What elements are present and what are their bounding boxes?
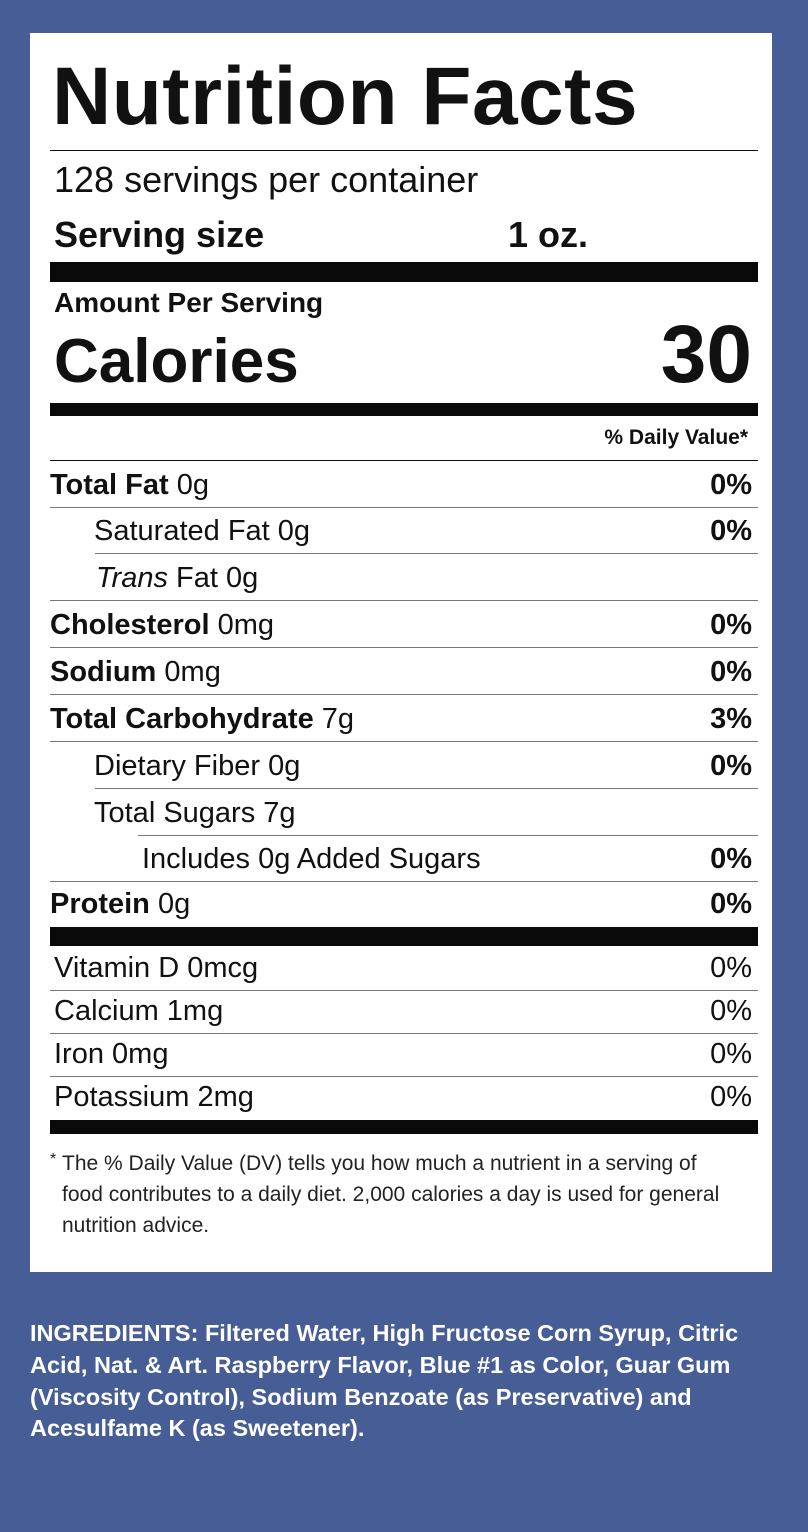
nutrient-amount: 7g: [321, 703, 355, 735]
nutrient-dv: 0%: [710, 888, 752, 920]
vitamin-name: Calcium 1mg: [54, 995, 224, 1027]
nutrient-dv: 0%: [710, 515, 752, 547]
nutrient-row: Includes 0g Added Sugars 0%: [50, 836, 752, 882]
nutrient-name: Total Sugars: [94, 797, 256, 829]
thick-divider: [50, 1120, 758, 1134]
nutrient-dv: 0%: [710, 750, 752, 782]
divider: [50, 1076, 758, 1077]
nutrient-dv: 0%: [710, 656, 752, 688]
nutrient-name: Includes 0g Added Sugars: [142, 843, 481, 875]
nutrient-name: Sodium: [50, 656, 157, 688]
divider: [50, 881, 758, 882]
nutrient-row: Protein 0g 0%: [50, 881, 752, 927]
nutrient-row: Sodium 0mg 0%: [50, 649, 752, 695]
divider: [50, 694, 758, 695]
thick-divider: [50, 262, 758, 282]
nutrient-name: Dietary Fiber: [94, 750, 260, 782]
vitamin-name: Potassium 2mg: [54, 1081, 254, 1113]
amount-per-serving: Amount Per Serving: [54, 287, 324, 318]
thick-divider: [50, 403, 758, 416]
nutrient-name: Protein: [50, 888, 150, 920]
nutrient-row: Cholesterol 0mg 0%: [50, 602, 752, 648]
nutrient-row: Saturated Fat 0g 0%: [50, 508, 752, 554]
divider: [50, 990, 758, 991]
ingredients: INGREDIENTS: Filtered Water, High Fructo…: [30, 1320, 739, 1442]
nutrient-name: Saturated Fat: [94, 515, 270, 547]
divider: [50, 741, 758, 742]
divider: [50, 647, 758, 648]
vitamin-dv: 0%: [710, 952, 752, 984]
divider: [50, 1033, 758, 1034]
vitamin-row: Vitamin D 0mcg 0%: [54, 947, 752, 989]
nutrient-amount: 0g: [226, 562, 259, 594]
calories-label: Calories: [54, 327, 299, 396]
nutrient-name: Total Carbohydrate: [50, 703, 314, 735]
footnote-star: *: [50, 1151, 57, 1168]
divider: [50, 460, 758, 461]
divider: [95, 553, 758, 554]
nutrient-amount: 0g: [277, 515, 311, 547]
servings-per-container: 128 servings per container: [54, 159, 479, 200]
nutrient-name: Trans: [96, 562, 168, 594]
serving-size-value: 1 oz.: [508, 214, 589, 255]
vitamin-name: Vitamin D 0mcg: [54, 952, 259, 984]
footnote-text: The % Daily Value (DV) tells you how muc…: [62, 1152, 720, 1237]
nutrient-amount: 0g: [268, 750, 301, 782]
nutrient-row: Total Fat 0g 0%: [50, 462, 752, 508]
nutrition-panel: [30, 33, 772, 1272]
nutrient-dv: 0%: [710, 609, 752, 641]
vitamin-dv: 0%: [710, 1038, 752, 1070]
nutrient-dv: 0%: [710, 843, 752, 875]
daily-value-header: % Daily Value*: [604, 426, 748, 449]
nutrient-amount: 7g: [263, 797, 296, 829]
nutrient-row: Total Carbohydrate 7g 3%: [50, 696, 752, 742]
nutrient-row: Trans Fat 0g: [50, 555, 752, 601]
nutrient-amount: 0mg: [217, 609, 275, 641]
nutrient-dv: 0%: [710, 469, 752, 501]
nutrient-name: Cholesterol: [50, 609, 210, 641]
vitamin-name: Iron 0mg: [54, 1038, 169, 1070]
divider: [50, 150, 758, 151]
divider: [50, 507, 758, 508]
nutrient-amount: 0g: [176, 469, 210, 501]
thick-divider: [50, 927, 758, 946]
divider: [138, 835, 758, 836]
nutrient-name-suffix: Fat: [176, 562, 218, 594]
nutrient-amount: 0g: [157, 888, 191, 920]
vitamin-row: Calcium 1mg 0%: [54, 990, 752, 1032]
vitamin-row: Iron 0mg 0%: [54, 1033, 752, 1075]
divider: [95, 788, 758, 789]
calories-value: 30: [660, 309, 752, 400]
serving-size-label: Serving size: [54, 214, 265, 255]
divider: [50, 600, 758, 601]
vitamin-dv: 0%: [710, 995, 752, 1027]
title: Nutrition Facts: [52, 51, 639, 142]
vitamin-row: Potassium 2mg 0%: [54, 1076, 752, 1118]
nutrient-row: Dietary Fiber 0g 0%: [50, 743, 752, 789]
nutrient-row: Total Sugars 7g: [50, 790, 752, 836]
nutrient-dv: 3%: [710, 703, 752, 735]
nutrient-name: Total Fat: [50, 469, 169, 501]
vitamin-dv: 0%: [710, 1081, 752, 1113]
nutrient-amount: 0mg: [164, 656, 221, 688]
footnote: * The % Daily Value (DV) tells you how m…: [50, 1148, 740, 1241]
